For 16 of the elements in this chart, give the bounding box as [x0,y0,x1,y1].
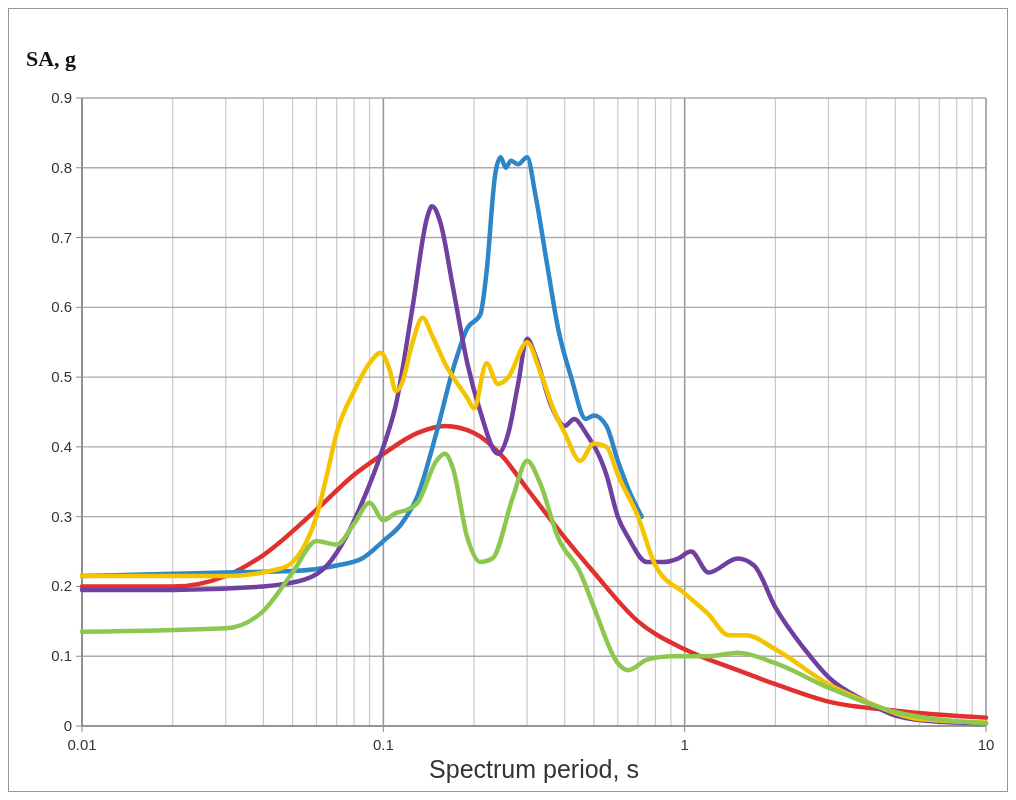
y-tick-label: 0.8 [51,158,72,176]
y-tick-label: 0.9 [51,89,72,106]
y-tick-label: 0.1 [51,647,72,665]
y-tick-label: 0 [63,717,72,734]
y-tick-label: 0.3 [51,507,72,525]
x-tick-label: 1 [680,736,689,753]
x-tick-label: 10 [977,736,995,753]
y-axis-title: SA, g [26,46,77,71]
y-tick-label: 0.6 [51,298,72,316]
x-axis-title: Spectrum period, s [429,755,639,783]
x-tick-label: 0.01 [67,736,97,753]
y-tick-label: 0.7 [51,228,72,246]
y-tick-label: 0.5 [51,368,72,386]
y-tick-label: 0.2 [51,577,72,595]
x-tick-label: 0.1 [372,736,394,753]
y-tick-label: 0.4 [51,437,72,455]
